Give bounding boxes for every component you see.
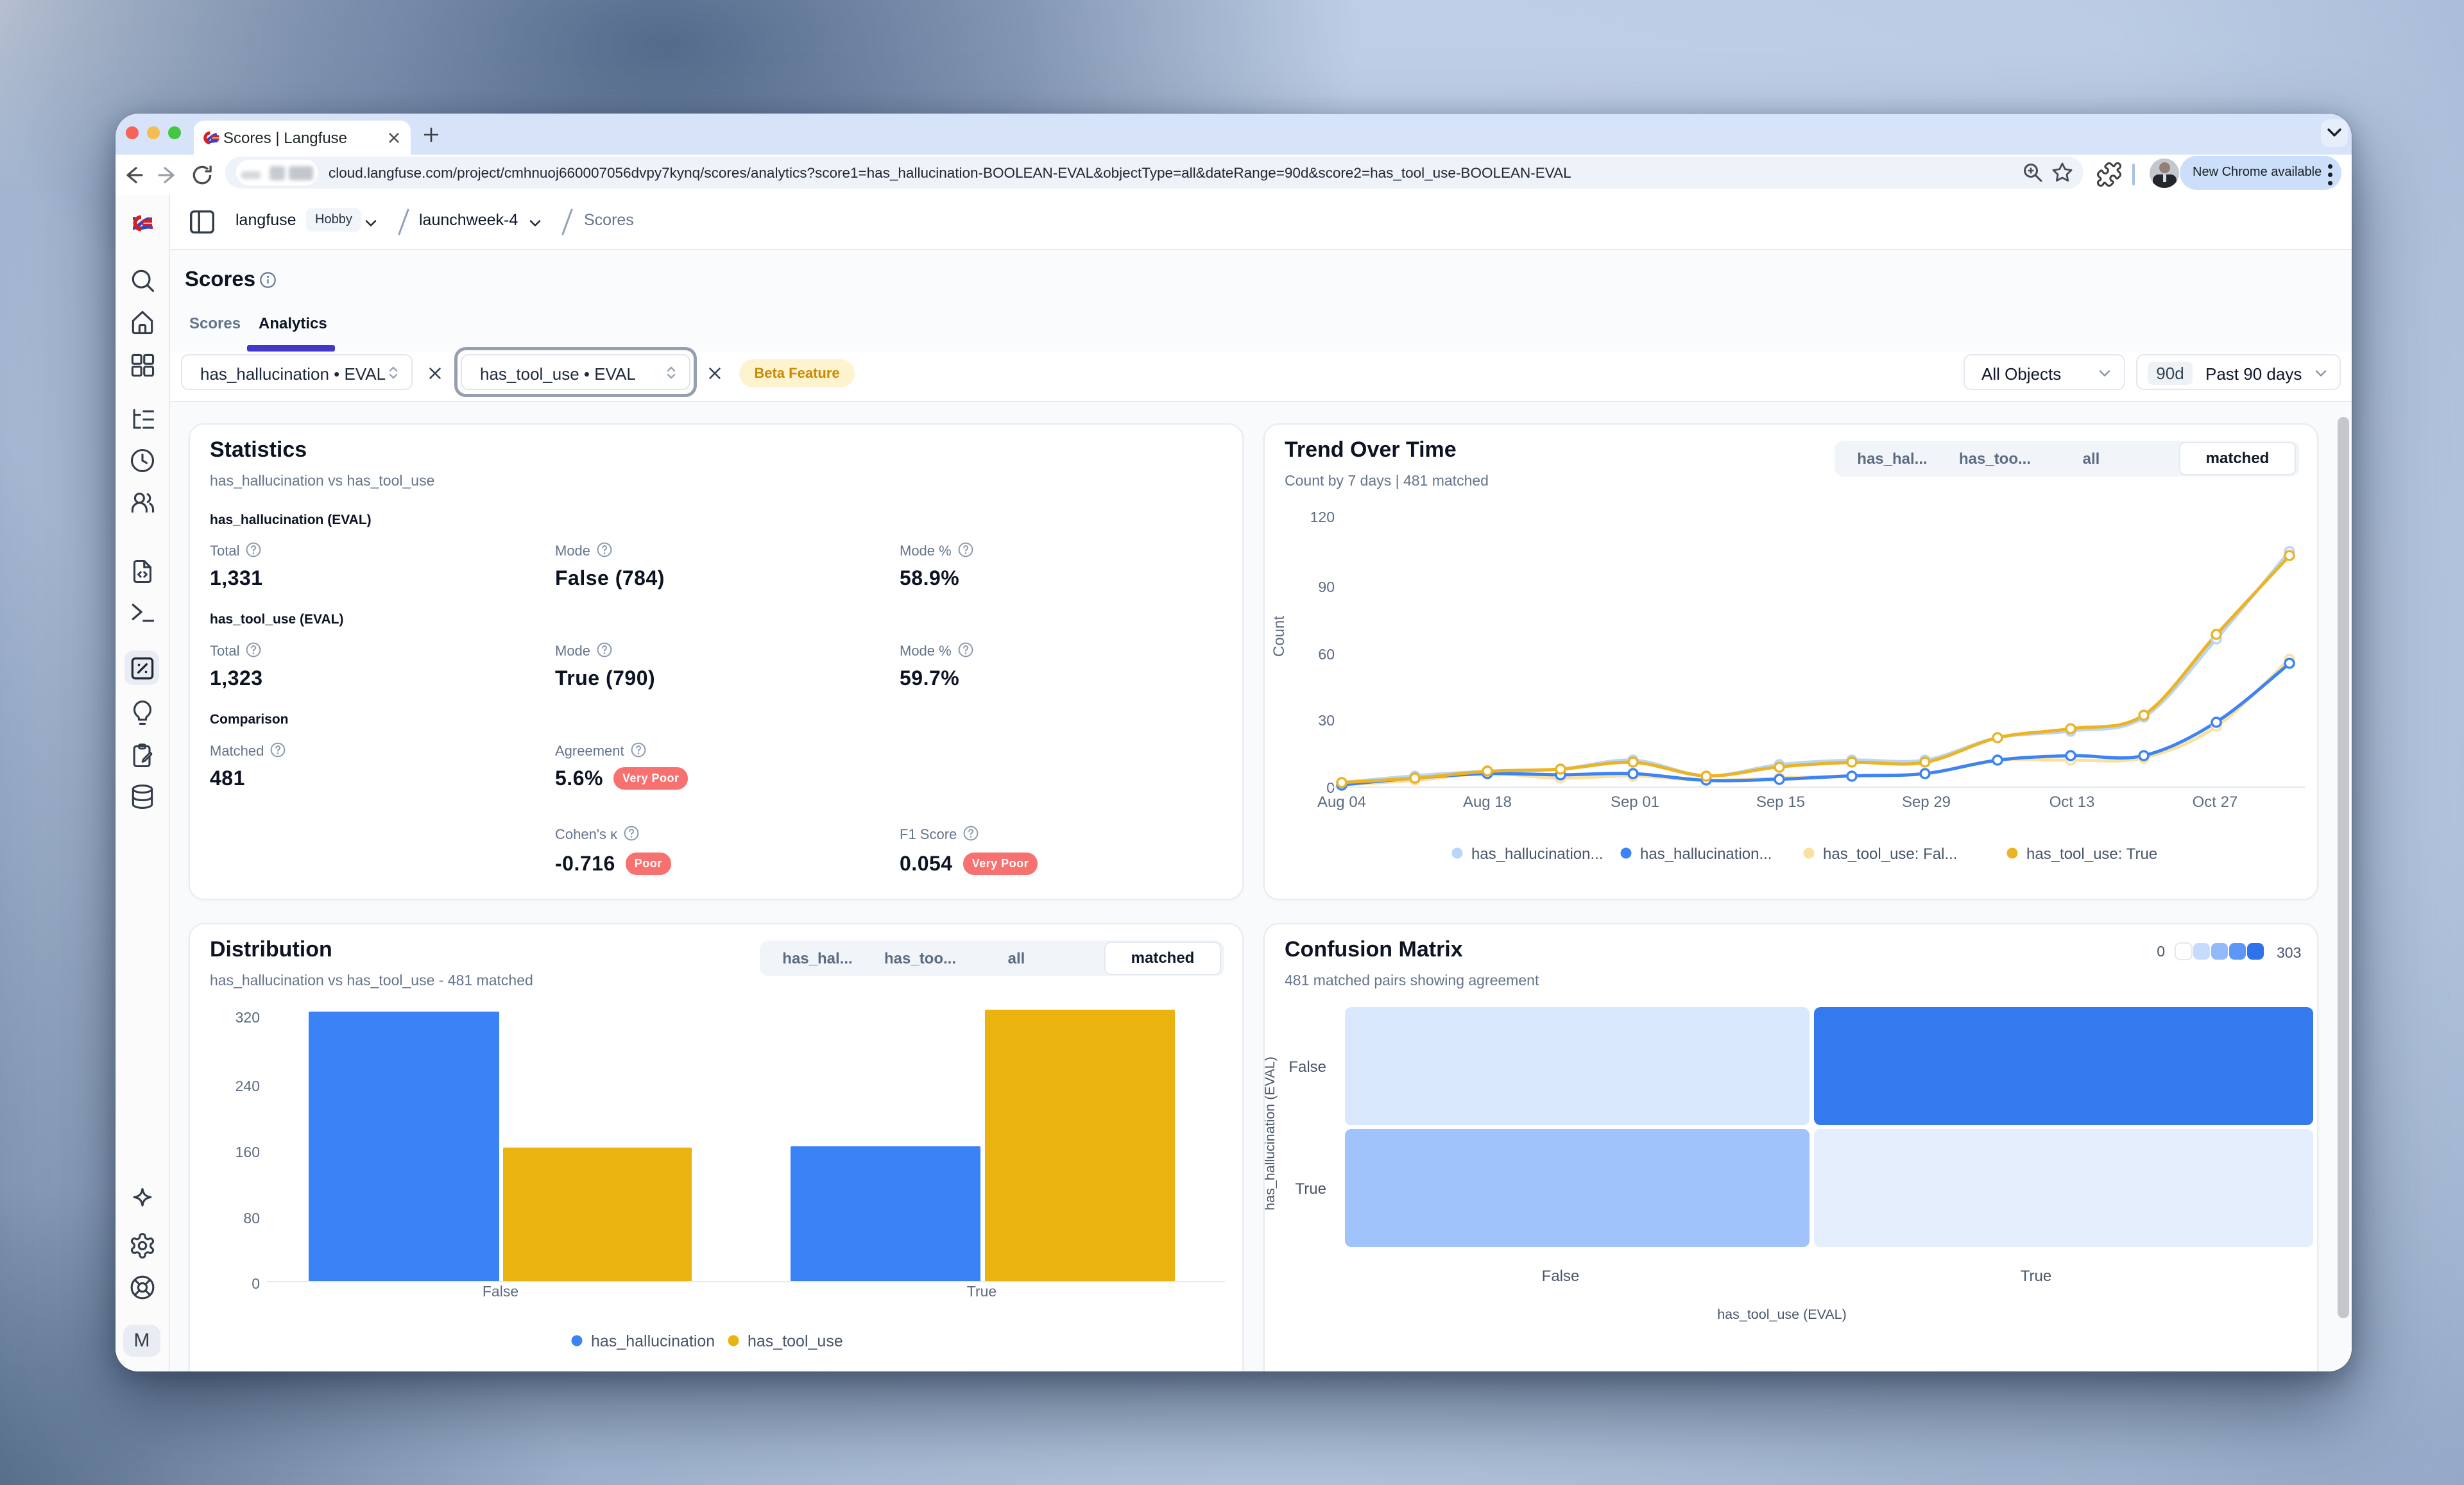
svg-text:160: 160: [235, 1144, 260, 1160]
svg-text:320: 320: [235, 1009, 260, 1026]
svg-text:has_hallucination...: has_hallucination...: [1471, 845, 1603, 863]
svg-text:0: 0: [252, 1275, 260, 1292]
svg-text:Sep 29: Sep 29: [1902, 793, 1951, 811]
svg-text:Sep 01: Sep 01: [1611, 793, 1659, 811]
svg-text:False: False: [1288, 1058, 1326, 1076]
svg-text:0: 0: [2157, 943, 2165, 960]
svg-text:True: True: [967, 1283, 997, 1300]
svg-text:has_hallucination: has_hallucination: [591, 1332, 715, 1350]
svg-text:has_tool_use (EVAL): has_tool_use (EVAL): [1717, 1307, 1847, 1322]
svg-text:0: 0: [1326, 779, 1335, 796]
svg-text:Aug 18: Aug 18: [1463, 793, 1512, 811]
svg-text:has_hallucination (EVAL): has_hallucination (EVAL): [1265, 1056, 1278, 1210]
svg-text:60: 60: [1318, 646, 1335, 663]
svg-text:80: 80: [243, 1210, 260, 1226]
svg-text:has_tool_use: Fal...: has_tool_use: Fal...: [1823, 845, 1957, 863]
svg-text:120: 120: [1310, 509, 1335, 525]
svg-text:Aug 04: Aug 04: [1317, 793, 1366, 811]
svg-text:has_tool_use: True: has_tool_use: True: [2026, 845, 2157, 863]
svg-text:Oct 27: Oct 27: [2193, 793, 2238, 811]
svg-text:False: False: [483, 1283, 518, 1300]
svg-text:240: 240: [235, 1078, 260, 1094]
svg-text:True: True: [1296, 1180, 1326, 1198]
svg-text:90: 90: [1318, 579, 1335, 595]
svg-text:Sep 15: Sep 15: [1756, 793, 1805, 811]
svg-text:Oct 13: Oct 13: [2049, 793, 2095, 811]
svg-text:30: 30: [1318, 712, 1335, 729]
svg-text:True: True: [2021, 1268, 2051, 1285]
svg-text:False: False: [1542, 1268, 1580, 1285]
svg-text:has_hallucination...: has_hallucination...: [1640, 845, 1772, 863]
svg-text:Count: Count: [1270, 616, 1288, 657]
svg-text:303: 303: [2277, 944, 2301, 961]
svg-text:has_tool_use: has_tool_use: [748, 1332, 843, 1350]
